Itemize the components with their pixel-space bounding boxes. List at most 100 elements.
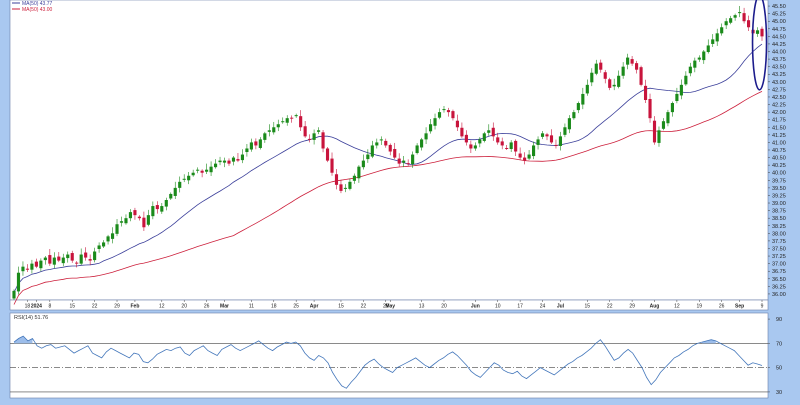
candle-body [715,33,719,42]
candle-body [594,63,598,74]
candle-body [370,145,374,157]
rsi-axis-label: 90 [776,317,782,323]
date-axis-label: 18 [25,304,31,310]
candle-body [285,118,289,123]
candle-body [339,184,343,191]
candle-body [200,170,204,173]
rsi-line [13,335,763,389]
candle-body [661,121,666,129]
candle-body [88,259,92,261]
date-axis-label: Jun [471,304,480,310]
price-axis-label: 37.00 [772,262,786,268]
candle-body [527,154,531,159]
price-axis-label: 39.00 [772,201,786,207]
candle-body [240,154,244,161]
date-axis-label: Jul [557,304,565,310]
candle-body [630,59,634,64]
candle-body [366,154,370,160]
candle-body [388,144,392,152]
candle-body [590,72,594,83]
candle-body [558,136,563,146]
candle-body [724,21,728,26]
date-axis-label: Apr [310,304,319,310]
candle-body [738,12,742,14]
candle-body [684,75,688,85]
candle-body [643,85,648,100]
candle-body [75,262,79,264]
candle-body [169,193,173,199]
rsi-title: RSI(14) 51.76 [14,315,48,321]
price-axis-label: 37.25 [772,254,786,260]
candle-body [173,187,177,196]
candle-body [321,132,325,149]
date-axis-label: 2024 [31,304,42,310]
ma-fast-line [13,43,763,293]
price-axis-label: 43.50 [772,65,786,71]
candle-body [742,13,746,22]
legend-label: MA(50) 43.00 [22,7,53,13]
candle-body [312,133,316,140]
candle-body [688,66,692,74]
candle-body [536,139,540,145]
candle-body [361,160,365,168]
candle-body [563,127,567,135]
price-axis-label: 41.75 [772,118,786,124]
price-axis-label: 44.25 [772,42,786,48]
candle-body [375,142,379,146]
date-axis-label: 9 [761,304,764,310]
candle-body [603,72,607,79]
candle-body [437,112,442,118]
price-axis-label: 42.75 [772,87,786,93]
price-axis-label: 42.50 [772,95,786,101]
candle-body [711,39,715,44]
candle-body [706,45,710,53]
candle-body [675,93,679,102]
candle-body [213,163,218,168]
price-axis-label: 38.00 [772,231,786,237]
price-axis-label: 36.75 [772,269,786,275]
date-axis-label: 15 [338,304,344,310]
legend-label: MA(50) 43.77 [22,1,53,7]
price-axis-label: 40.00 [772,171,786,177]
candle-body [760,28,764,37]
candle-body [84,252,88,258]
candle-body [34,261,38,267]
candle-body [276,124,280,128]
candle-body [411,154,415,165]
candle-body [16,272,21,292]
candle-body [272,127,276,133]
date-axis-label: Aug [650,304,660,310]
candle-body [428,124,433,132]
date-axis-label: 20 [181,304,187,310]
candle-body [554,144,558,146]
price-axis-label: 38.50 [772,216,786,222]
candle-body [482,133,486,141]
candle-body [514,140,518,152]
date-axis-label: 11 [249,304,254,310]
price-axis-label: 39.25 [772,193,786,199]
candle-body [702,51,706,61]
candle-body [572,112,576,119]
candle-body [160,206,164,212]
candle-body [245,148,249,153]
candle-body [491,127,495,137]
date-axis-label: 29 [383,304,389,310]
candle-body [102,242,106,247]
date-axis-label: 8 [48,304,51,310]
date-axis-label: 10 [495,304,501,310]
candle-body [496,137,500,143]
price-axis-label: 45.00 [772,19,786,25]
candle-body [639,67,643,85]
date-axis-label: 12 [674,304,680,310]
date-axis-label: 20 [441,304,447,310]
date-axis-label: 17 [517,304,523,310]
candle-body [518,153,522,158]
candle-body [720,27,724,34]
candle-body [267,130,271,132]
date-axis-label: May [385,304,395,310]
date-axis-label: 19 [697,304,703,310]
date-axis-label: Feb [130,304,139,310]
candle-body [473,145,477,149]
candle-body [540,133,545,137]
candle-body [487,130,491,133]
